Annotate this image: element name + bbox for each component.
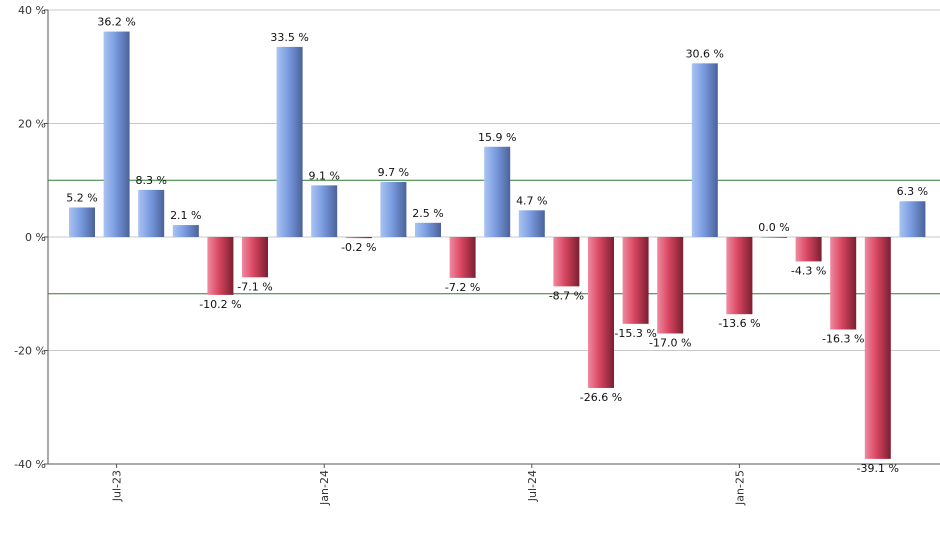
- axes: 40 % 20 % 0 % -20 % -40 % Jul-23 Jan-24 Jul-24 J…: [14, 4, 940, 506]
- bar: [553, 237, 580, 287]
- data-label: -16.3 %: [822, 333, 864, 346]
- bar: [172, 225, 199, 237]
- bar: [449, 237, 476, 278]
- data-label: 2.1 %: [170, 209, 201, 222]
- data-label: -7.1 %: [237, 280, 272, 293]
- data-label: 9.1 %: [308, 169, 339, 182]
- bar: [138, 189, 165, 237]
- data-label: -26.6 %: [580, 391, 622, 404]
- bar: [276, 46, 303, 238]
- y-tick-label: -40 %: [14, 458, 46, 471]
- data-label: 15.9 %: [478, 131, 516, 144]
- data-label: -0.2 %: [341, 241, 376, 254]
- data-label: 4.7 %: [516, 194, 547, 207]
- data-label: 2.5 %: [412, 207, 443, 220]
- bars: [69, 31, 926, 459]
- bar: [242, 237, 268, 278]
- bar: [518, 210, 545, 237]
- x-tick-label: Jul-23: [111, 470, 124, 502]
- x-tick-label: Jan-25: [733, 470, 746, 506]
- data-label: -8.7 %: [549, 289, 584, 302]
- data-label: -10.2 %: [199, 298, 241, 311]
- bar: [415, 222, 441, 237]
- data-labels: 5.2 % 36.2 % 8.3 % 2.1 % -10.2 % -7.1 % 33.5 %…: [66, 16, 928, 475]
- bar: [622, 237, 649, 324]
- bar: [830, 237, 857, 330]
- data-label: 36.2 %: [97, 16, 135, 29]
- bar: [588, 237, 614, 388]
- data-label: -17.0 %: [649, 336, 691, 349]
- y-tick-label: -20 %: [14, 345, 46, 358]
- data-label: 9.7 %: [378, 166, 409, 179]
- bar: [484, 146, 511, 237]
- bar: [761, 237, 787, 238]
- data-label: 8.3 %: [135, 174, 166, 187]
- x-tick-label: Jan-24: [318, 470, 331, 506]
- bar: [103, 31, 130, 237]
- bar: [345, 237, 372, 239]
- data-label: 6.3 %: [897, 185, 928, 198]
- bar: [311, 185, 338, 237]
- data-label: 30.6 %: [686, 47, 724, 60]
- y-tick-label: 20 %: [18, 118, 46, 131]
- data-label: -15.3 %: [614, 327, 656, 340]
- bar: [899, 201, 926, 237]
- data-label: 0.0 %: [758, 221, 789, 234]
- data-label: 5.2 %: [66, 191, 97, 204]
- data-label: -13.6 %: [718, 317, 760, 330]
- data-label: -4.3 %: [791, 264, 826, 277]
- data-label: -7.2 %: [445, 281, 480, 294]
- x-tick-label: Jul-24: [526, 470, 539, 502]
- bar: [207, 237, 234, 295]
- bar: [864, 237, 891, 459]
- data-label: 33.5 %: [270, 31, 308, 44]
- bar: [795, 237, 822, 262]
- bar: [69, 207, 95, 237]
- bar: [657, 237, 684, 334]
- y-tick-label: 0 %: [25, 231, 46, 244]
- bar: [726, 237, 753, 315]
- data-label: -39.1 %: [857, 462, 899, 475]
- bar: [691, 63, 718, 237]
- bar: [380, 181, 407, 237]
- y-tick-label: 40 %: [18, 4, 46, 17]
